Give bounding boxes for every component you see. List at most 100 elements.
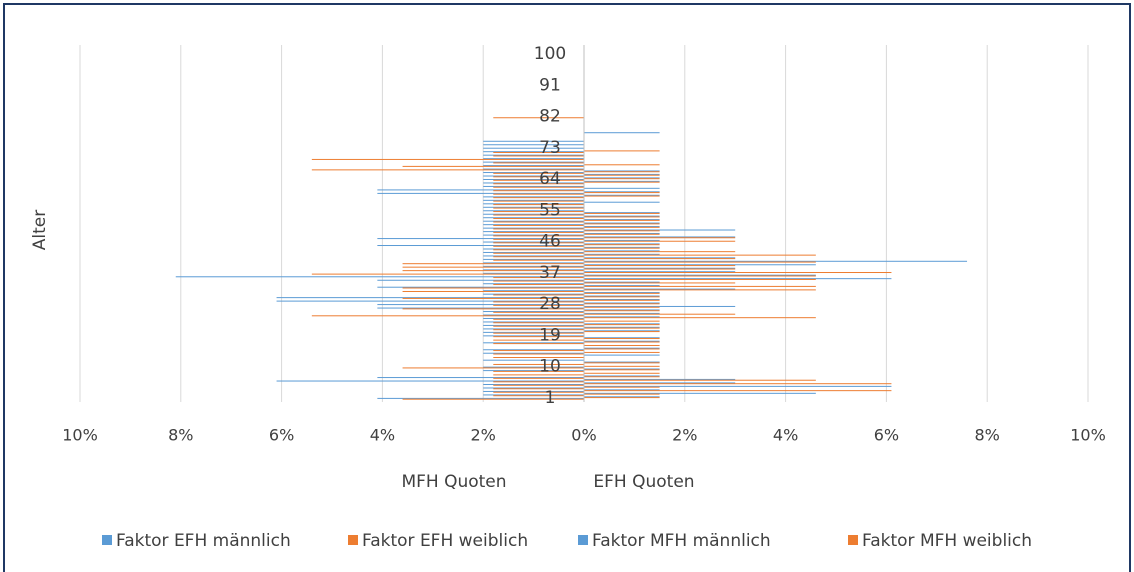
bar [584, 201, 660, 203]
bar [584, 254, 816, 256]
bar [584, 194, 660, 196]
x-tick-label: 10% [62, 426, 98, 445]
bar [483, 241, 584, 243]
bar [493, 391, 584, 393]
bar [493, 235, 584, 237]
bar [584, 288, 736, 290]
bar [483, 328, 584, 330]
bar [483, 349, 584, 351]
bar [584, 376, 660, 378]
bar [584, 316, 660, 318]
bar [493, 179, 584, 181]
y-tick-label: 28 [539, 294, 561, 314]
bar [483, 213, 584, 215]
bar [584, 338, 660, 340]
bar [311, 315, 584, 317]
bar [584, 378, 736, 380]
bar [402, 263, 584, 265]
bar [483, 154, 584, 156]
bar [483, 161, 584, 163]
bar [584, 285, 660, 287]
bar [402, 270, 584, 272]
bar [584, 348, 660, 350]
bar [493, 350, 584, 352]
bar [584, 181, 660, 183]
bar [584, 246, 660, 248]
bar [584, 303, 660, 305]
bar [493, 395, 584, 397]
bar [483, 151, 584, 153]
bar [493, 252, 584, 254]
bar [377, 307, 584, 309]
bar [175, 276, 584, 278]
bar [584, 257, 736, 259]
bar [483, 272, 584, 274]
bar [483, 227, 584, 229]
bar [493, 311, 584, 313]
bar [483, 144, 584, 146]
bar [483, 248, 584, 250]
bar [584, 212, 660, 214]
legend-label: Faktor MFH weiblich [862, 531, 1032, 551]
bar [311, 273, 584, 275]
bar [493, 339, 584, 341]
bar [483, 206, 584, 208]
bar [584, 253, 660, 255]
bar [584, 278, 816, 280]
bar [311, 158, 584, 160]
bar [493, 332, 584, 334]
bar [584, 331, 660, 333]
bar [493, 197, 584, 199]
bar [584, 324, 660, 326]
bar [584, 232, 660, 234]
bar [584, 397, 660, 399]
bar [483, 168, 584, 170]
bar [584, 390, 892, 392]
bar [493, 245, 584, 247]
y-tick-label: 37 [539, 263, 561, 283]
bar [584, 260, 968, 262]
bar [584, 226, 660, 228]
bar [584, 229, 736, 231]
bar [584, 344, 660, 346]
bar [377, 304, 584, 306]
x-tick-label: 10% [1070, 426, 1106, 445]
y-axis-label: Alter [30, 210, 50, 250]
bar [584, 372, 660, 374]
bar [377, 192, 584, 194]
bar [584, 337, 660, 339]
bar [493, 384, 584, 386]
bar [584, 368, 660, 370]
bar [584, 264, 816, 266]
bar [483, 251, 584, 253]
bar [584, 285, 816, 287]
bar [402, 165, 584, 167]
bar [584, 223, 660, 225]
bar [584, 132, 660, 134]
bar [584, 239, 660, 241]
bar [483, 255, 584, 257]
bar [483, 262, 584, 264]
bar [584, 340, 660, 342]
legend-label: Faktor EFH männlich [116, 531, 291, 551]
bar [483, 140, 584, 142]
bar [584, 171, 660, 173]
bar [584, 393, 660, 395]
bar [584, 382, 736, 384]
bar [584, 173, 660, 175]
y-tick-label: 100 [534, 44, 566, 64]
x-tick-label: 0% [571, 426, 596, 445]
bar [584, 192, 660, 194]
bar [584, 250, 660, 252]
bar [276, 380, 584, 382]
x-axis-label-right: EFH Quoten [593, 472, 694, 492]
bar [483, 335, 584, 337]
bar [483, 283, 584, 285]
x-tick-label: 4% [773, 426, 798, 445]
bar [493, 353, 584, 355]
x-tick-label: 8% [975, 426, 1000, 445]
bar [584, 222, 660, 224]
bar [493, 388, 584, 390]
bar [483, 352, 584, 354]
